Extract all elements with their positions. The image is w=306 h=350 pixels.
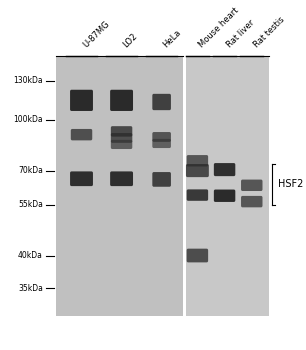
Bar	[56, 56, 183, 316]
FancyBboxPatch shape	[214, 190, 235, 202]
FancyBboxPatch shape	[152, 172, 171, 187]
FancyBboxPatch shape	[111, 140, 132, 149]
Text: HSF2: HSF2	[278, 180, 303, 189]
Text: HeLa: HeLa	[162, 28, 183, 50]
Bar	[186, 56, 269, 316]
FancyBboxPatch shape	[152, 132, 171, 142]
FancyBboxPatch shape	[187, 248, 208, 262]
FancyBboxPatch shape	[70, 172, 93, 186]
Text: 55kDa: 55kDa	[18, 201, 43, 209]
Text: Rat testis: Rat testis	[252, 15, 286, 50]
FancyBboxPatch shape	[71, 129, 92, 140]
Text: LO2: LO2	[121, 32, 140, 50]
FancyBboxPatch shape	[70, 90, 93, 111]
Text: U-87MG: U-87MG	[81, 20, 112, 50]
FancyBboxPatch shape	[110, 90, 133, 111]
Text: Rat liver: Rat liver	[225, 19, 256, 50]
FancyBboxPatch shape	[110, 172, 133, 186]
FancyBboxPatch shape	[187, 155, 208, 167]
FancyBboxPatch shape	[152, 139, 171, 148]
Text: 70kDa: 70kDa	[18, 166, 43, 175]
FancyBboxPatch shape	[187, 189, 208, 201]
Text: 40kDa: 40kDa	[18, 251, 43, 260]
FancyBboxPatch shape	[152, 94, 171, 110]
Text: 130kDa: 130kDa	[13, 76, 43, 85]
Text: 100kDa: 100kDa	[13, 116, 43, 125]
FancyBboxPatch shape	[214, 163, 235, 176]
FancyBboxPatch shape	[111, 133, 132, 143]
Text: 35kDa: 35kDa	[18, 284, 43, 293]
FancyBboxPatch shape	[241, 196, 263, 207]
Text: Mouse heart: Mouse heart	[197, 6, 241, 50]
FancyBboxPatch shape	[111, 126, 132, 136]
FancyBboxPatch shape	[186, 164, 209, 177]
FancyBboxPatch shape	[241, 180, 263, 191]
